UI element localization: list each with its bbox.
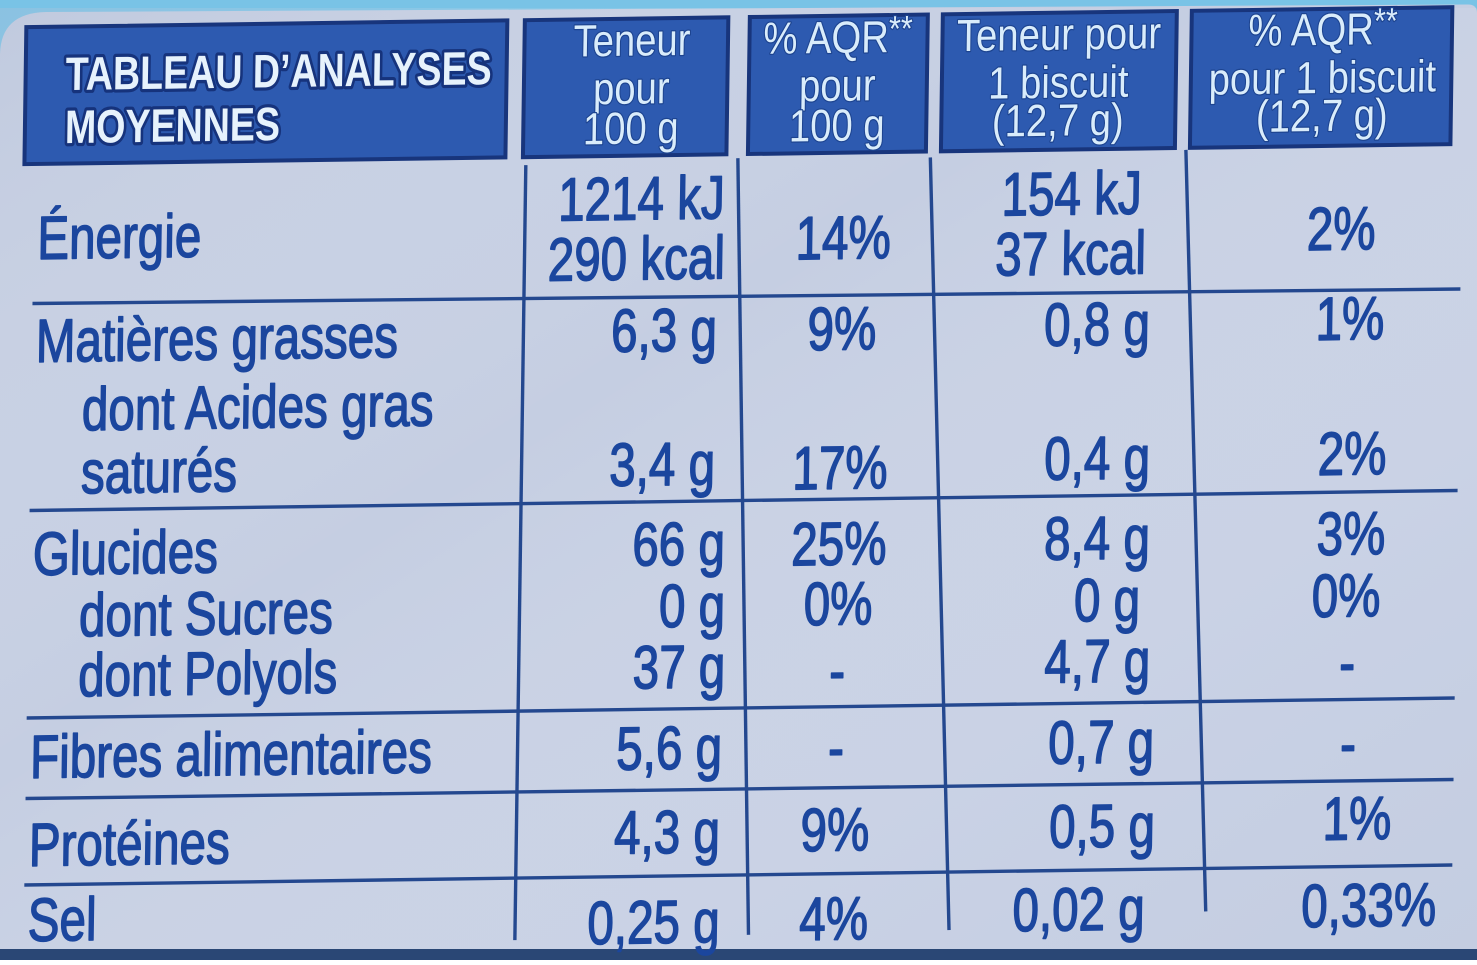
svg-text:Protéines: Protéines [28,807,230,879]
svg-text:(12,7 g): (12,7 g) [1256,89,1388,141]
svg-text:pour: pour [799,59,876,111]
svg-text:1%: 1% [1315,283,1385,353]
svg-text:MOYENNES: MOYENNES [65,98,281,154]
svg-text:2%: 2% [1317,418,1387,488]
svg-text:66 g: 66 g [632,509,726,579]
svg-text:17%: 17% [792,432,888,502]
svg-text:290 kcal: 290 kcal [547,223,725,295]
svg-text:4%: 4% [799,883,869,953]
svg-text:6,3 g: 6,3 g [611,295,718,366]
svg-text:37 kcal: 37 kcal [995,218,1147,289]
svg-text:(12,7 g): (12,7 g) [992,94,1124,146]
svg-text:1214 kJ: 1214 kJ [558,163,726,234]
svg-text:9%: 9% [800,794,870,864]
svg-text:-: - [1340,709,1357,778]
svg-text:dont Acides gras: dont Acides gras [81,370,434,444]
svg-text:-: - [828,713,845,782]
svg-text:Fibres alimentaires: Fibres alimentaires [30,717,433,792]
svg-text:3,4 g: 3,4 g [609,429,716,500]
svg-text:Énergie: Énergie [37,201,202,272]
svg-text:0%: 0% [1311,560,1381,630]
svg-text:% AQR**: % AQR** [1248,2,1398,56]
svg-text:-: - [1339,628,1356,697]
svg-text:TABLEAU D’ANALYSES: TABLEAU D’ANALYSES [65,42,492,101]
svg-text:25%: 25% [791,508,887,578]
svg-text:0 g: 0 g [1074,565,1141,635]
svg-text:9%: 9% [807,293,877,363]
svg-text:Teneur: Teneur [573,14,691,66]
svg-text:0,8 g: 0,8 g [1044,289,1151,360]
svg-text:4,3 g: 4,3 g [614,797,721,868]
svg-text:0,02 g: 0,02 g [1012,874,1145,945]
svg-text:0,7 g: 0,7 g [1048,706,1155,777]
svg-text:Sel: Sel [27,884,97,954]
svg-text:0,4 g: 0,4 g [1044,423,1151,494]
svg-text:saturés: saturés [81,435,238,506]
svg-text:8,4 g: 8,4 g [1044,503,1151,574]
svg-text:pour: pour [593,62,670,114]
svg-text:3%: 3% [1316,498,1386,568]
svg-text:0 g: 0 g [659,570,726,640]
svg-text:5,6 g: 5,6 g [616,713,723,784]
svg-text:37 g: 37 g [632,631,726,701]
svg-text:0,33%: 0,33% [1301,869,1437,940]
svg-text:2%: 2% [1306,193,1376,263]
svg-text:14%: 14% [795,202,891,272]
svg-text:0,5 g: 0,5 g [1049,790,1156,861]
svg-text:1 biscuit: 1 biscuit [988,56,1129,109]
svg-text:Matières grasses: Matières grasses [35,301,398,375]
svg-text:dont Polyols: dont Polyols [78,637,338,710]
svg-text:Glucides: Glucides [32,517,218,589]
svg-text:100 g: 100 g [789,99,885,151]
svg-text:0,25 g: 0,25 g [587,887,720,958]
svg-text:Teneur pour: Teneur pour [957,7,1162,60]
svg-text:100 g: 100 g [583,102,679,154]
svg-text:1%: 1% [1322,783,1392,853]
svg-text:0%: 0% [803,568,873,638]
svg-text:-: - [829,636,846,705]
svg-text:pour 1 biscuit: pour 1 biscuit [1208,50,1436,104]
svg-text:154 kJ: 154 kJ [1001,158,1142,229]
svg-text:4,7 g: 4,7 g [1044,626,1151,697]
svg-text:dont Sucres: dont Sucres [79,577,334,650]
